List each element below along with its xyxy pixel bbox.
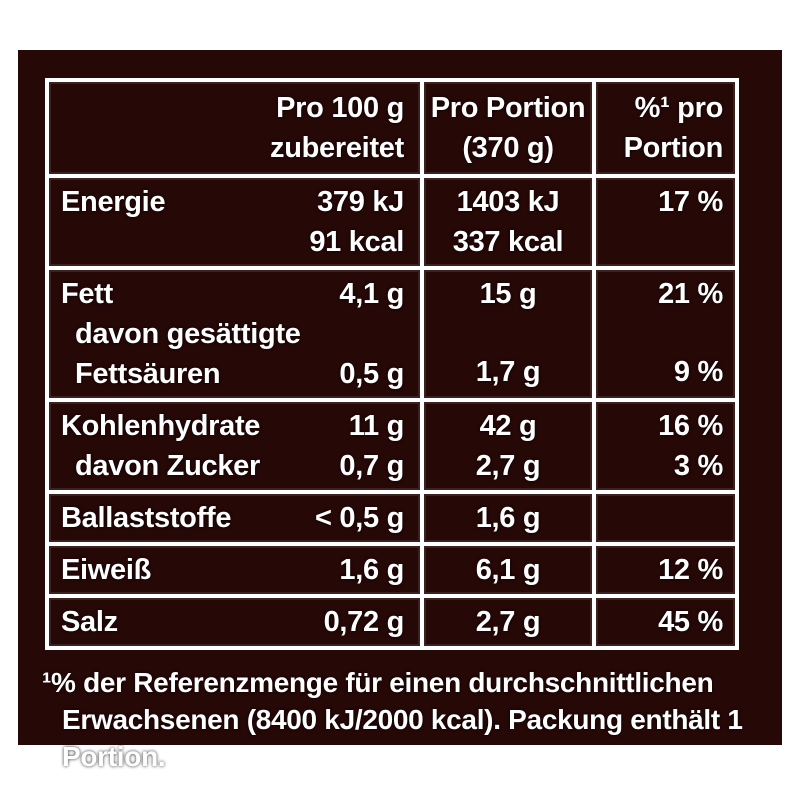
ballaststoffe-per100: < 0,5 g: [315, 502, 404, 534]
eiweiss-per100: 1,6 g: [339, 554, 404, 586]
energie-portion-cell: 1403 kJ 337 kcal: [420, 174, 596, 270]
header-per-100g-line1: Pro 100 g: [276, 92, 404, 124]
row-ballaststoffe: Ballaststoffe < 0,5 g 1,6 g: [45, 490, 739, 546]
energie-label-cell: Energie 379 kJ 91 kcal: [45, 174, 424, 270]
row-kohlenhydrate: Kohlenhydrate 11 g davon Zucker 0,7 g 42…: [45, 398, 739, 494]
salz-label-cell: Salz 0,72 g: [45, 594, 424, 650]
salz-label: Salz: [61, 606, 118, 638]
row-eiweiss: Eiweiß 1,6 g 6,1 g 12 %: [45, 542, 739, 598]
fett-portion: 15 g: [479, 278, 537, 310]
kohlenhydrate-label-cell: Kohlenhydrate 11 g davon Zucker 0,7 g: [45, 398, 424, 494]
footnote-line2: Erwachsenen (8400 kJ/2000 kcal). Packung…: [62, 704, 743, 772]
fett-label-cell: Fett 4,1 g davon gesättigte Fettsäuren 0…: [45, 266, 424, 402]
fett-sub-portion: 1,7 g: [475, 356, 541, 388]
fett-percent: 21 %: [658, 278, 723, 310]
energie-percent-cell: 17 %: [592, 174, 739, 270]
fett-sub-percent: 9 %: [673, 356, 723, 388]
table-header-row: Pro 100 g zubereitet Pro Portion (370 g)…: [45, 78, 739, 178]
eiweiss-portion-cell: 6,1 g: [420, 542, 596, 598]
ballaststoffe-portion-cell: 1,6 g: [420, 490, 596, 546]
kohlenhydrate-per100: 11 g: [348, 410, 405, 442]
zucker-portion: 2,7 g: [475, 450, 541, 482]
header-per-portion-line2: (370 g): [462, 132, 554, 164]
ballaststoffe-label: Ballaststoffe: [61, 502, 232, 534]
header-per-portion-line1: Pro Portion: [430, 92, 586, 124]
fett-sub-per100: 0,5 g: [339, 358, 404, 390]
energie-portion-kcal: 337 kcal: [452, 226, 564, 258]
header-percent-portion: %¹ pro Portion: [592, 78, 739, 178]
header-percent-line2: Portion: [623, 132, 724, 164]
kohlenhydrate-percent: 16 %: [658, 410, 723, 442]
salz-percent-cell: 45 %: [592, 594, 739, 650]
row-energie: Energie 379 kJ 91 kcal 1403 kJ 337 kcal …: [45, 174, 739, 270]
energie-portion-kj: 1403 kJ: [456, 186, 560, 218]
fett-percent-cell: 21 % 9 %: [592, 266, 739, 402]
kohlenhydrate-portion-cell: 42 g 2,7 g: [420, 398, 596, 494]
energie-label: Energie: [61, 186, 166, 218]
header-per-100g-line2: zubereitet: [270, 132, 404, 164]
fett-sub-label-line1: davon gesättigte: [75, 318, 301, 350]
ballaststoffe-percent-cell: [592, 490, 739, 546]
ballaststoffe-label-cell: Ballaststoffe < 0,5 g: [45, 490, 424, 546]
fett-portion-cell: 15 g 1,7 g: [420, 266, 596, 402]
row-salz: Salz 0,72 g 2,7 g 45 %: [45, 594, 739, 650]
fett-sub-label-line2: Fettsäuren: [75, 358, 221, 390]
row-fett: Fett 4,1 g davon gesättigte Fettsäuren 0…: [45, 266, 739, 402]
eiweiss-label: Eiweiß: [61, 554, 152, 586]
energie-per100-kcal: 91 kcal: [309, 226, 404, 258]
zucker-per100: 0,7 g: [339, 450, 404, 482]
nutrition-panel: Pro 100 g zubereitet Pro Portion (370 g)…: [18, 50, 782, 772]
header-per-100g: Pro 100 g zubereitet: [45, 78, 424, 178]
zucker-percent: 3 %: [673, 450, 723, 482]
header-percent-line1: %¹ pro: [634, 92, 724, 124]
kohlenhydrate-percent-cell: 16 % 3 %: [592, 398, 739, 494]
salz-portion-cell: 2,7 g: [420, 594, 596, 650]
kohlenhydrate-label: Kohlenhydrate: [61, 410, 261, 442]
fett-label: Fett: [61, 278, 113, 310]
reference-footnote: ¹% der Referenzmenge für einen durchschn…: [42, 664, 782, 775]
eiweiss-percent-cell: 12 %: [592, 542, 739, 598]
fett-per100: 4,1 g: [339, 278, 404, 310]
eiweiss-label-cell: Eiweiß 1,6 g: [45, 542, 424, 598]
kohlenhydrate-portion: 42 g: [479, 410, 537, 442]
header-per-portion: Pro Portion (370 g): [420, 78, 596, 178]
energie-per100-kj: 379 kJ: [317, 186, 404, 218]
salz-per100: 0,72 g: [323, 606, 405, 638]
zucker-label: davon Zucker: [75, 450, 260, 482]
nutrition-table: Pro 100 g zubereitet Pro Portion (370 g)…: [45, 78, 739, 650]
footnote-line1: ¹% der Referenzmenge für einen durchschn…: [42, 667, 714, 698]
